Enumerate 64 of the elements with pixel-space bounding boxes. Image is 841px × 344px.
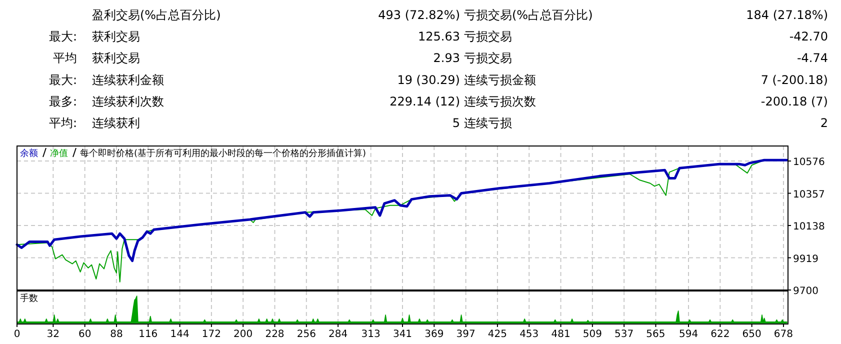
text: 7 (-200.18) xyxy=(760,72,828,87)
text: 平均: xyxy=(48,116,77,130)
y-tick-label: 10576 xyxy=(793,157,825,168)
text: 连续亏损次数 xyxy=(464,94,536,108)
text: 获利交易 xyxy=(92,51,140,66)
text: 连续亏损金额 xyxy=(464,72,536,87)
x-tick-label: 228 xyxy=(265,329,284,340)
text: 5 xyxy=(452,116,460,130)
text: 2.93 xyxy=(433,51,460,66)
text: 亏损交易 xyxy=(464,30,512,44)
x-tick-label: 172 xyxy=(202,329,221,340)
x-tick-label: 88 xyxy=(110,329,123,340)
x-tick-label: 650 xyxy=(742,329,762,340)
text: 连续获利金额 xyxy=(92,72,164,87)
text: 最大: xyxy=(48,72,77,87)
x-tick-label: 200 xyxy=(234,329,253,340)
x-tick-label: 509 xyxy=(582,329,602,340)
x-tick-label: 397 xyxy=(456,329,476,340)
x-tick-label: 116 xyxy=(138,329,158,340)
y-tick-label: 10138 xyxy=(793,222,825,233)
y-tick-label: 10357 xyxy=(793,189,825,200)
text: 19 (30.29) xyxy=(397,72,460,87)
x-tick-label: 594 xyxy=(678,329,698,340)
text: 获利交易 xyxy=(92,30,140,44)
x-tick-label: 481 xyxy=(551,329,570,340)
text: 盈利交易(%占总百分比) xyxy=(92,8,221,22)
x-tick-label: 313 xyxy=(361,329,380,340)
text: 净值 xyxy=(50,148,68,159)
chart-title: 手数 xyxy=(20,293,38,304)
text: 493 (72.82%) xyxy=(378,8,460,22)
x-tick-label: 341 xyxy=(392,329,412,340)
text: 最多: xyxy=(48,94,77,108)
x-tick-label: 425 xyxy=(488,329,508,340)
text: 平均 xyxy=(53,51,77,66)
x-tick-label: 537 xyxy=(614,329,634,340)
text: 184 (27.18%) xyxy=(746,8,828,22)
x-tick-label: 678 xyxy=(774,329,794,340)
chart-title: 每个即时价格(基于所有可利用的最小时段的每一个价格的分形插值计算) xyxy=(80,148,366,159)
text: 125.63 xyxy=(418,30,460,44)
x-tick-label: 32 xyxy=(46,329,60,340)
text: -4.74 xyxy=(796,51,828,66)
text: 亏损交易 xyxy=(464,51,512,66)
line-series xyxy=(16,158,788,262)
x-tick-label: 369 xyxy=(424,329,444,340)
x-tick-label: 565 xyxy=(646,329,666,340)
x-tick-label: 622 xyxy=(710,329,730,340)
x-tick-label: 256 xyxy=(296,329,316,340)
text: 最大: xyxy=(48,30,77,44)
x-tick-label: 453 xyxy=(520,329,539,340)
x-tick-label: 60 xyxy=(78,329,92,340)
text: 余额 xyxy=(20,148,38,159)
text: -42.70 xyxy=(789,30,828,44)
text: -200.18 (7) xyxy=(760,94,828,108)
text: 连续获利次数 xyxy=(92,94,164,108)
text: 连续获利 xyxy=(92,116,140,130)
y-tick-label: 9919 xyxy=(793,254,818,265)
x-tick-label: 0 xyxy=(14,329,20,340)
x-tick-label: 144 xyxy=(170,329,190,340)
text: 亏损交易(%占总百分比) xyxy=(464,8,593,22)
text: 229.14 (12) xyxy=(390,94,460,108)
y-tick-label: 9700 xyxy=(793,286,818,297)
text: 2 xyxy=(820,116,828,130)
x-tick-label: 284 xyxy=(328,329,348,340)
text: 连续亏损 xyxy=(464,116,512,130)
